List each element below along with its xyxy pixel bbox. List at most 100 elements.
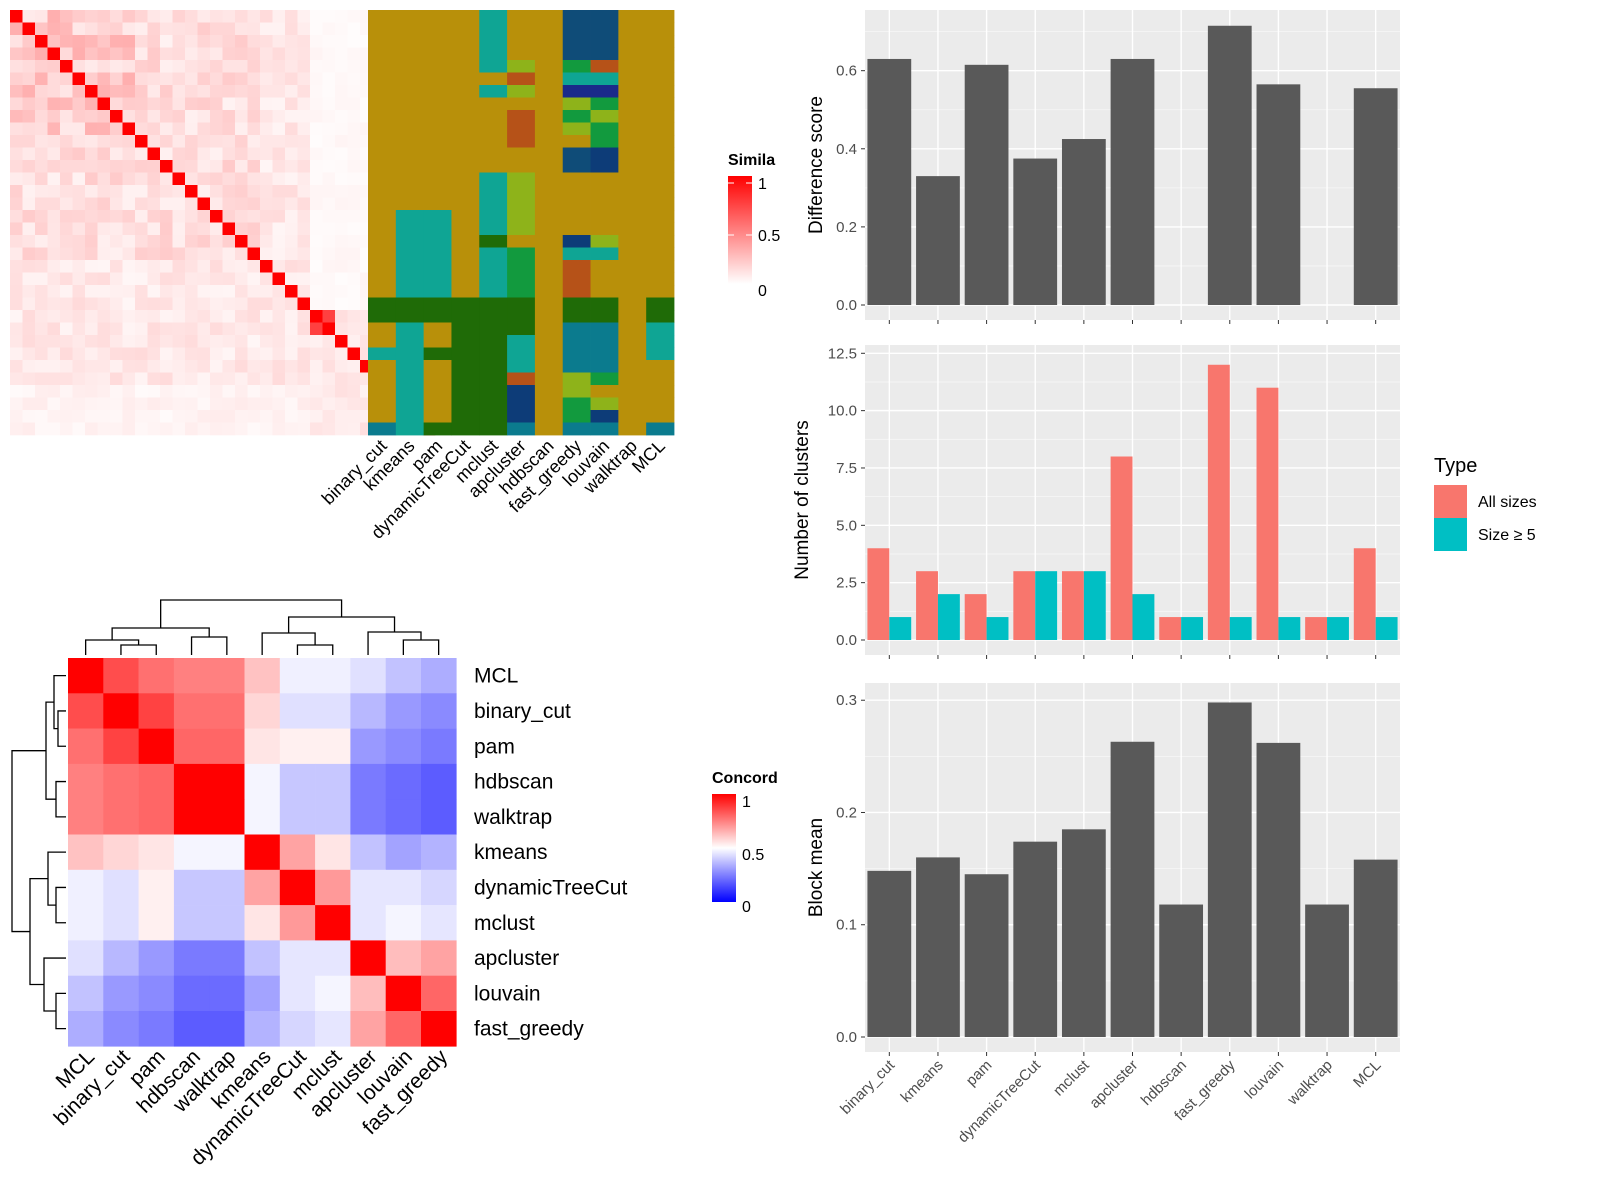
concordance-cell [209, 799, 245, 835]
similarity-cell [172, 172, 186, 186]
similarity-cell [335, 22, 348, 36]
similarity-cell [160, 260, 173, 273]
similarity-cell [260, 272, 273, 286]
similarity-cell [10, 85, 23, 98]
cluster-cell [618, 372, 647, 386]
concordance-cell [421, 693, 457, 729]
similarity-cell [72, 22, 86, 36]
similarity-cell [110, 372, 123, 386]
similarity-cell [235, 422, 248, 436]
similarity-cell [297, 135, 311, 148]
concordance-cell [279, 940, 316, 976]
cluster-cell [618, 322, 647, 336]
similarity-cell [335, 35, 348, 48]
similarity-cell [97, 147, 111, 161]
similarity-cell [197, 247, 211, 261]
cluster-cell [479, 72, 508, 86]
cluster-cell [368, 47, 397, 61]
similarity-cell [310, 310, 323, 323]
similarity-cell [310, 135, 323, 148]
similarity-cell [72, 397, 86, 411]
similarity-cell [60, 72, 73, 86]
cluster-cell [368, 210, 397, 223]
similarity-cell [160, 372, 173, 386]
similarity-cell [22, 285, 36, 298]
similarity-cell [97, 35, 111, 48]
cluster-cell [562, 360, 591, 373]
concordance-cell [103, 1011, 139, 1047]
concordance-cell [385, 834, 422, 871]
similarity-cell [297, 285, 311, 298]
cluster-cell [507, 222, 536, 236]
cluster-cell [507, 135, 536, 148]
similarity-cell [135, 135, 148, 148]
similarity-cell [285, 10, 298, 23]
cluster-cell [395, 160, 425, 173]
cluster-cell [534, 260, 564, 273]
similarity-cell [185, 210, 198, 223]
similarity-cell [72, 235, 86, 248]
cluster-cell [646, 35, 675, 48]
similarity-cell [35, 272, 48, 286]
cluster-cell [618, 210, 647, 223]
cluster-cell [562, 122, 591, 136]
cluster-cell [618, 160, 647, 173]
similarity-cell [285, 22, 298, 36]
cluster-cell [618, 10, 647, 23]
similarity-cell [147, 322, 161, 336]
similarity-cell [347, 47, 361, 61]
similarity-cell [122, 260, 136, 273]
similarity-cell [322, 197, 336, 211]
similarity-cell [147, 297, 161, 311]
y-tick-label: 0.0 [836, 297, 857, 314]
similarity-cell [272, 360, 286, 373]
row-dendrogram [55, 886, 66, 924]
y-axis-label: Number of clusters [792, 420, 813, 579]
similarity-cell [210, 260, 223, 273]
similarity-cell [297, 260, 311, 273]
similarity-cell [122, 197, 136, 211]
similarity-cell [322, 110, 336, 123]
similarity-cell [335, 272, 348, 286]
cluster-cell [451, 297, 480, 311]
similarity-cell [172, 122, 186, 136]
cluster-cell [590, 147, 619, 161]
similarity-cell [222, 210, 236, 223]
cluster-cell [368, 397, 397, 411]
cluster-cell [395, 147, 425, 161]
concordance-cell [279, 728, 316, 765]
similarity-cell [272, 260, 286, 273]
cluster-cell [618, 47, 647, 61]
similarity-cell [285, 347, 298, 361]
similarity-cell [260, 110, 273, 123]
cluster-cell [618, 147, 647, 161]
cluster-cell [451, 47, 480, 61]
similarity-cell [260, 60, 273, 73]
similarity-cell [22, 60, 36, 73]
concordance-row-label: mclust [474, 912, 535, 935]
similarity-cell [47, 147, 61, 161]
cluster-cell [451, 172, 480, 186]
concordance-cell [173, 693, 210, 729]
similarity-cell [60, 197, 73, 211]
concordance-cell [315, 799, 351, 835]
similarity-cell [297, 247, 311, 261]
similarity-cell [60, 135, 73, 148]
similarity-cell [310, 210, 323, 223]
similarity-cell [135, 10, 148, 23]
concordance-tick-label: 0 [742, 899, 751, 916]
cluster-cell [590, 122, 619, 136]
bar [1256, 742, 1301, 1037]
similarity-cell [85, 35, 98, 48]
similarity-cell [35, 72, 48, 86]
similarity-cell [347, 347, 361, 361]
similarity-colorbar [728, 176, 752, 284]
similarity-cell [85, 47, 98, 61]
cluster-cell [534, 185, 564, 198]
y-tick-label: 0.3 [836, 692, 857, 709]
cluster-cell [507, 297, 536, 311]
similarity-cell [260, 147, 273, 161]
similarity-cell [85, 197, 98, 211]
similarity-cell [197, 197, 211, 211]
similarity-cell [60, 60, 73, 73]
